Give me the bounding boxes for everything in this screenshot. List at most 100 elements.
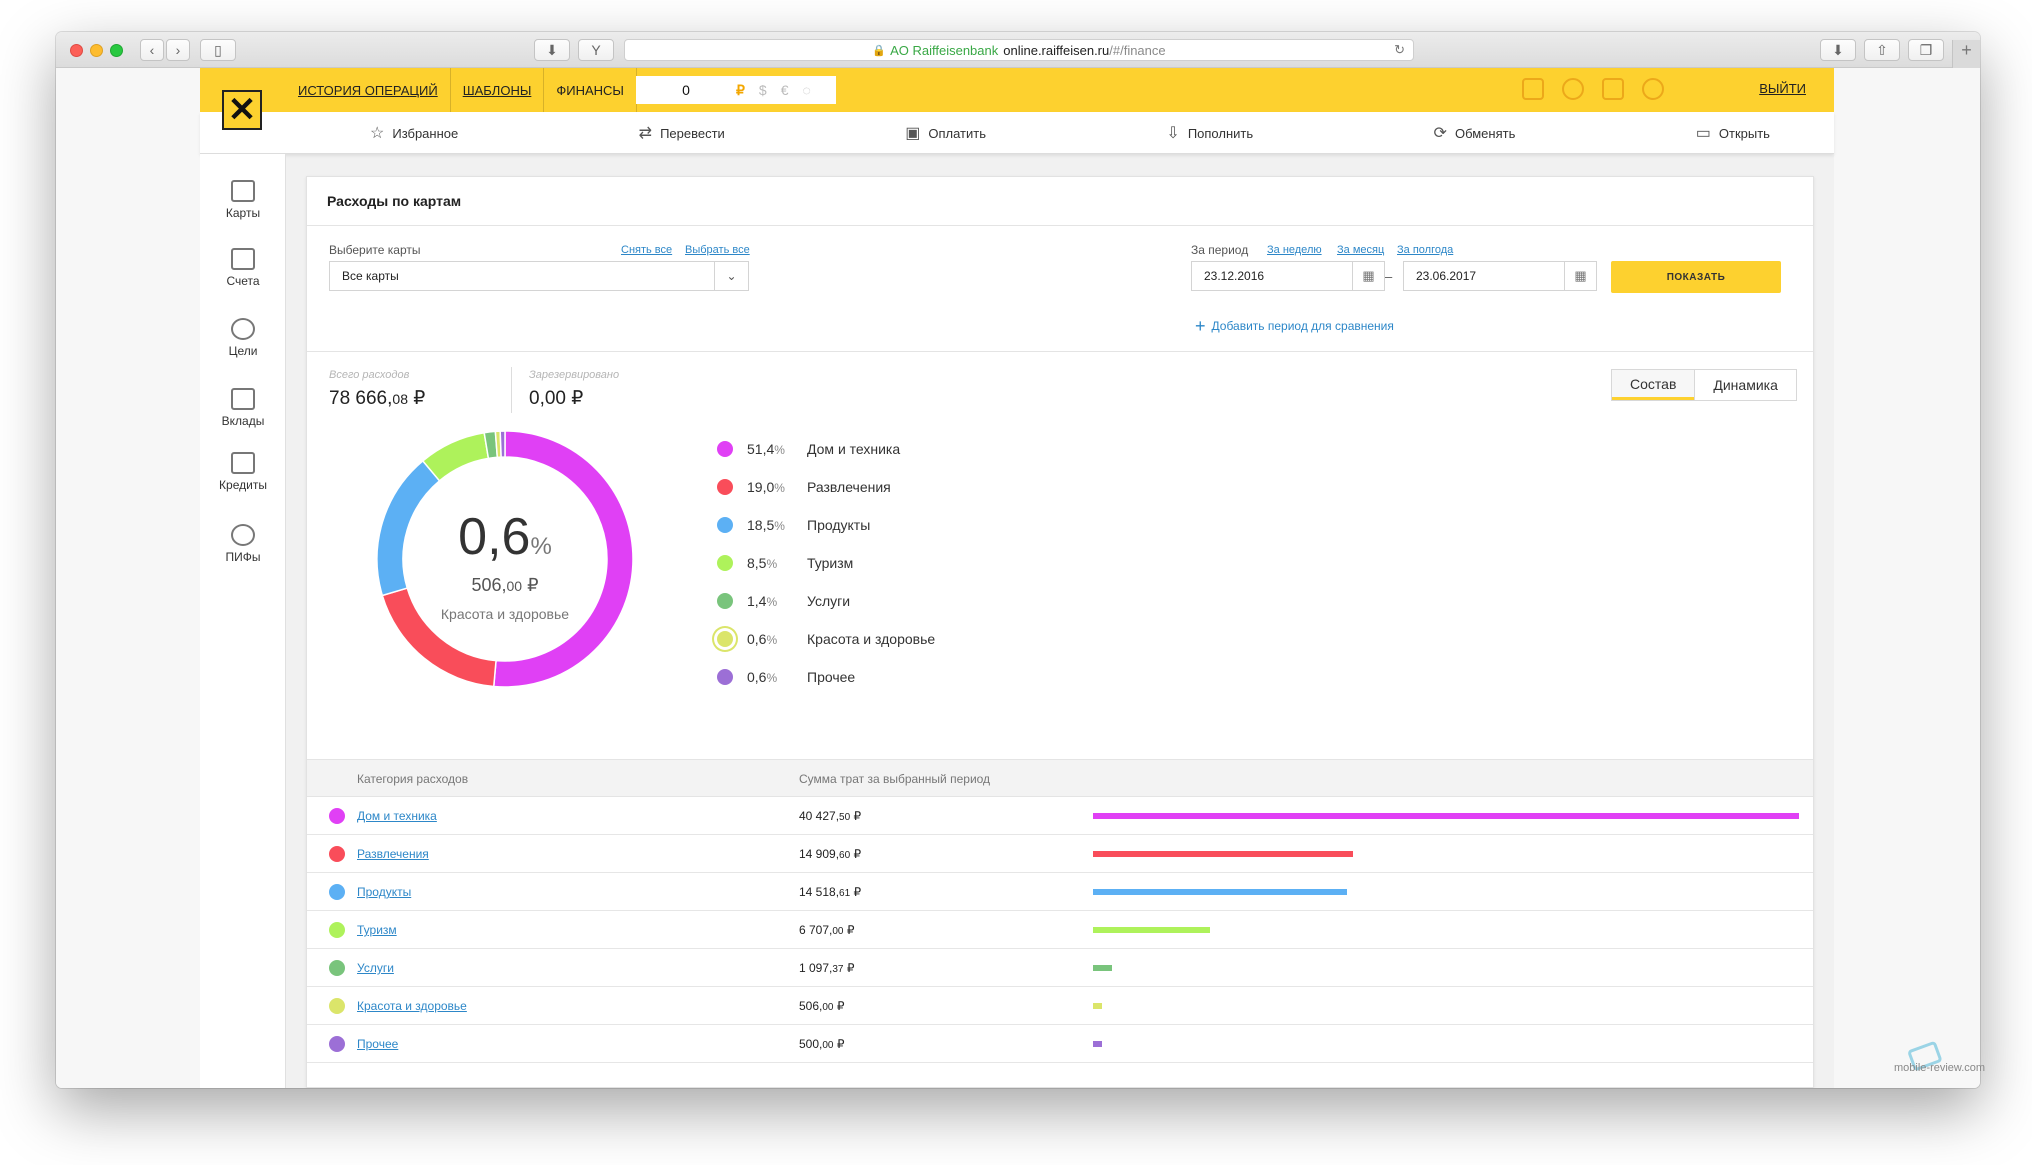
category-link[interactable]: Развлечения xyxy=(357,847,429,861)
tabs-overview-icon[interactable]: ❐ xyxy=(1908,39,1944,61)
nav-history[interactable]: ИСТОРИЯ ОПЕРАЦИЙ xyxy=(286,68,451,112)
address-bar[interactable]: 🔒 AO Raiffeisenbank online.raiffeisen.ru… xyxy=(624,39,1414,61)
forward-icon[interactable]: › xyxy=(166,39,190,61)
chevron-down-icon[interactable]: ⌄ xyxy=(714,262,748,290)
page-title: Расходы по картам xyxy=(327,193,462,209)
add-period-link[interactable]: + Добавить период для сравнения xyxy=(1195,316,1394,336)
sidebar-item-credits[interactable]: Кредиты xyxy=(200,452,286,492)
legend-label: Красота и здоровье xyxy=(807,631,936,647)
amount-bar xyxy=(1093,813,1799,819)
cards-label: Выберите карты xyxy=(329,243,421,257)
reload-icon[interactable]: ↻ xyxy=(1394,42,1405,57)
like-icon[interactable] xyxy=(1522,78,1544,100)
view-tabs: Состав Динамика xyxy=(1611,369,1797,401)
action-transfer[interactable]: ⇄ Перевести xyxy=(638,125,725,142)
exchange-icon: ⟳ xyxy=(1433,125,1447,142)
logout-link[interactable]: ВЫЙТИ xyxy=(1759,81,1806,96)
cards-icon xyxy=(231,180,255,202)
action-open[interactable]: ▭ Открыть xyxy=(1695,125,1770,142)
date-to-field[interactable]: 23.06.2017 ▦ xyxy=(1403,261,1597,291)
sidebar-item-deposits[interactable]: Вклады xyxy=(200,388,286,428)
action-topup[interactable]: ⇩ Пополнить xyxy=(1166,125,1254,142)
settings-icon[interactable] xyxy=(1642,78,1664,100)
legend-label: Туризм xyxy=(807,555,854,571)
category-link[interactable]: Красота и здоровье xyxy=(357,999,467,1013)
legend-item[interactable]: 1,4% Услуги xyxy=(717,591,1037,611)
period-halfyear-link[interactable]: За полгода xyxy=(1397,244,1454,256)
amount-bar xyxy=(1093,1041,1102,1047)
legend-item[interactable]: 19,0% Развлечения xyxy=(717,477,1037,497)
phone-icon[interactable] xyxy=(1562,78,1584,100)
mail-icon[interactable] xyxy=(1602,78,1624,100)
legend-item[interactable]: 51,4% Дом и техника xyxy=(717,439,1037,459)
legend-percent: 0,6% xyxy=(747,631,778,647)
raiffeisen-logo[interactable]: ✕ xyxy=(222,90,262,130)
category-link[interactable]: Услуги xyxy=(357,961,394,975)
category-link[interactable]: Туризм xyxy=(357,923,397,937)
deselect-all-link[interactable]: Снять все xyxy=(621,244,673,256)
calendar-icon[interactable]: ▦ xyxy=(1352,262,1384,290)
pay-icon: ▣ xyxy=(905,125,921,142)
period-week-link[interactable]: За неделю xyxy=(1267,244,1322,256)
legend-dot xyxy=(717,441,733,457)
action-favorites[interactable]: ☆ Избранное xyxy=(370,125,459,142)
actions-list: ☆ Избранное ⇄ Перевести ▣ Оплатить ⇩ Пополни… xyxy=(370,112,1770,154)
amount-bar-track xyxy=(1093,927,1803,933)
legend-item[interactable]: 0,6% Красота и здоровье xyxy=(717,629,1037,649)
legend-item[interactable]: 18,5% Продукты xyxy=(717,515,1037,535)
category-dot xyxy=(329,960,345,976)
action-pay[interactable]: ▣ Оплатить xyxy=(905,125,986,142)
watermark: mobile-review.com xyxy=(1894,1062,1986,1074)
donut-slice[interactable] xyxy=(421,431,490,482)
sidebar-toggle-icon[interactable]: ▯ xyxy=(200,39,236,61)
select-all-link[interactable]: Выбрать все xyxy=(685,244,750,256)
category-link[interactable]: Прочее xyxy=(357,1037,399,1051)
extension-icon[interactable]: Y xyxy=(578,39,614,61)
show-button[interactable]: ПОКАЗАТЬ xyxy=(1611,261,1781,293)
bank-site: ИСТОРИЯ ОПЕРАЦИЙ ШАБЛОНЫ ФИНАНСЫ 0 ₽ $ €… xyxy=(200,68,1834,1088)
legend-percent: 19,0% xyxy=(747,479,785,495)
date-from-value: 23.12.2016 xyxy=(1204,269,1265,283)
legend-item[interactable]: 8,5% Туризм xyxy=(717,553,1037,573)
action-bar: ☆ Избранное ⇄ Перевести ▣ Оплатить ⇩ Пополни… xyxy=(200,112,1834,154)
amount-bar-track xyxy=(1093,1003,1803,1009)
sidebar-item-accounts[interactable]: Счета xyxy=(200,248,286,288)
currency-rub[interactable]: ₽ xyxy=(736,81,745,98)
amount-bar xyxy=(1093,927,1211,933)
back-icon[interactable]: ‹ xyxy=(140,39,164,61)
donut-chart[interactable] xyxy=(375,429,635,689)
minimize-window-button[interactable] xyxy=(90,44,103,57)
category-link[interactable]: Дом и техника xyxy=(357,809,437,823)
period-month-link[interactable]: За месяц xyxy=(1337,244,1385,256)
downloads-icon[interactable]: ⬇ xyxy=(1820,39,1856,61)
sidebar-item-cards[interactable]: Карты xyxy=(200,180,286,220)
nav-templates[interactable]: ШАБЛОНЫ xyxy=(451,68,545,112)
hide-balance-icon[interactable]: ◌ xyxy=(802,82,811,98)
category-dot xyxy=(329,1036,345,1052)
legend-item[interactable]: 0,6% Прочее xyxy=(717,667,1037,687)
download-ext-icon[interactable]: ⬇ xyxy=(534,39,570,61)
table-header: Категория расходов Сумма трат за выбранн… xyxy=(307,759,1813,797)
total-value: 78 666,08 ₽ xyxy=(329,388,426,409)
nav-finance[interactable]: ФИНАНСЫ xyxy=(544,68,637,112)
left-sidebar: Карты Счета Цели Вклады Кредиты ПИФы xyxy=(200,154,286,1088)
cards-select[interactable]: Все карты ⌄ xyxy=(329,261,749,291)
close-window-button[interactable] xyxy=(70,44,83,57)
date-from-field[interactable]: 23.12.2016 ▦ xyxy=(1191,261,1385,291)
currency-usd[interactable]: $ xyxy=(758,82,767,98)
col-category: Категория расходов xyxy=(357,772,469,786)
maximize-window-button[interactable] xyxy=(110,44,123,57)
calendar-icon[interactable]: ▦ xyxy=(1564,262,1596,290)
action-exchange[interactable]: ⟳ Обменять xyxy=(1433,125,1516,142)
share-icon[interactable]: ⇧ xyxy=(1864,39,1900,61)
tab-composition[interactable]: Состав xyxy=(1612,370,1695,400)
transfer-icon: ⇄ xyxy=(638,125,653,142)
tab-dynamics[interactable]: Динамика xyxy=(1694,370,1795,400)
donut-slice[interactable] xyxy=(499,430,506,458)
sidebar-item-funds[interactable]: ПИФы xyxy=(200,524,286,564)
sidebar-item-goals[interactable]: Цели xyxy=(200,318,286,358)
currency-eur[interactable]: € xyxy=(780,82,789,98)
new-tab-icon[interactable]: + xyxy=(1952,40,1980,68)
category-link[interactable]: Продукты xyxy=(357,885,412,899)
amount-bar-track xyxy=(1093,813,1803,819)
